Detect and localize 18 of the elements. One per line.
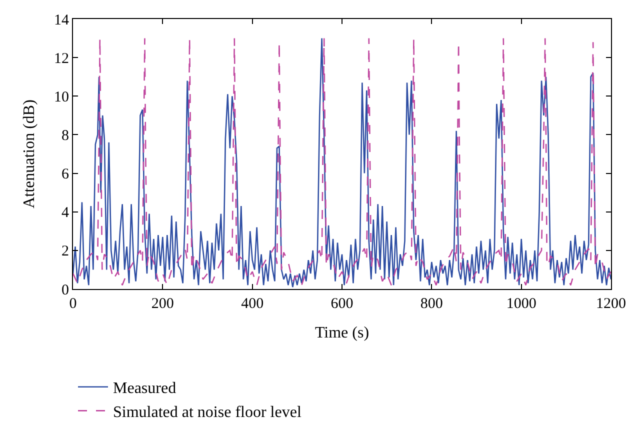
x-tick-label: 200 xyxy=(151,296,174,312)
y-tick-label: 4 xyxy=(62,205,70,222)
y-tick-label: 14 xyxy=(54,12,70,28)
y-tick-label: 8 xyxy=(62,128,69,144)
y-tick-label: 12 xyxy=(54,50,69,67)
y-axis-title: Attenuation (dB) xyxy=(20,100,38,208)
x-tick-label: 400 xyxy=(241,296,264,312)
x-tick-label: 1200 xyxy=(596,296,626,312)
legend-label: Measured xyxy=(113,380,176,398)
y-tick-label: 6 xyxy=(62,166,70,183)
x-tick-label: 800 xyxy=(420,296,443,312)
legend-label: Simulated at noise floor level xyxy=(113,404,302,421)
x-tick-label: 1000 xyxy=(506,296,536,312)
y-tick-label: 2 xyxy=(62,244,69,260)
y-tick-label: 10 xyxy=(54,89,69,106)
x-axis-title: Time (s) xyxy=(314,324,370,342)
y-tick-label: 0 xyxy=(62,282,69,298)
x-tick-label: 600 xyxy=(330,296,354,312)
